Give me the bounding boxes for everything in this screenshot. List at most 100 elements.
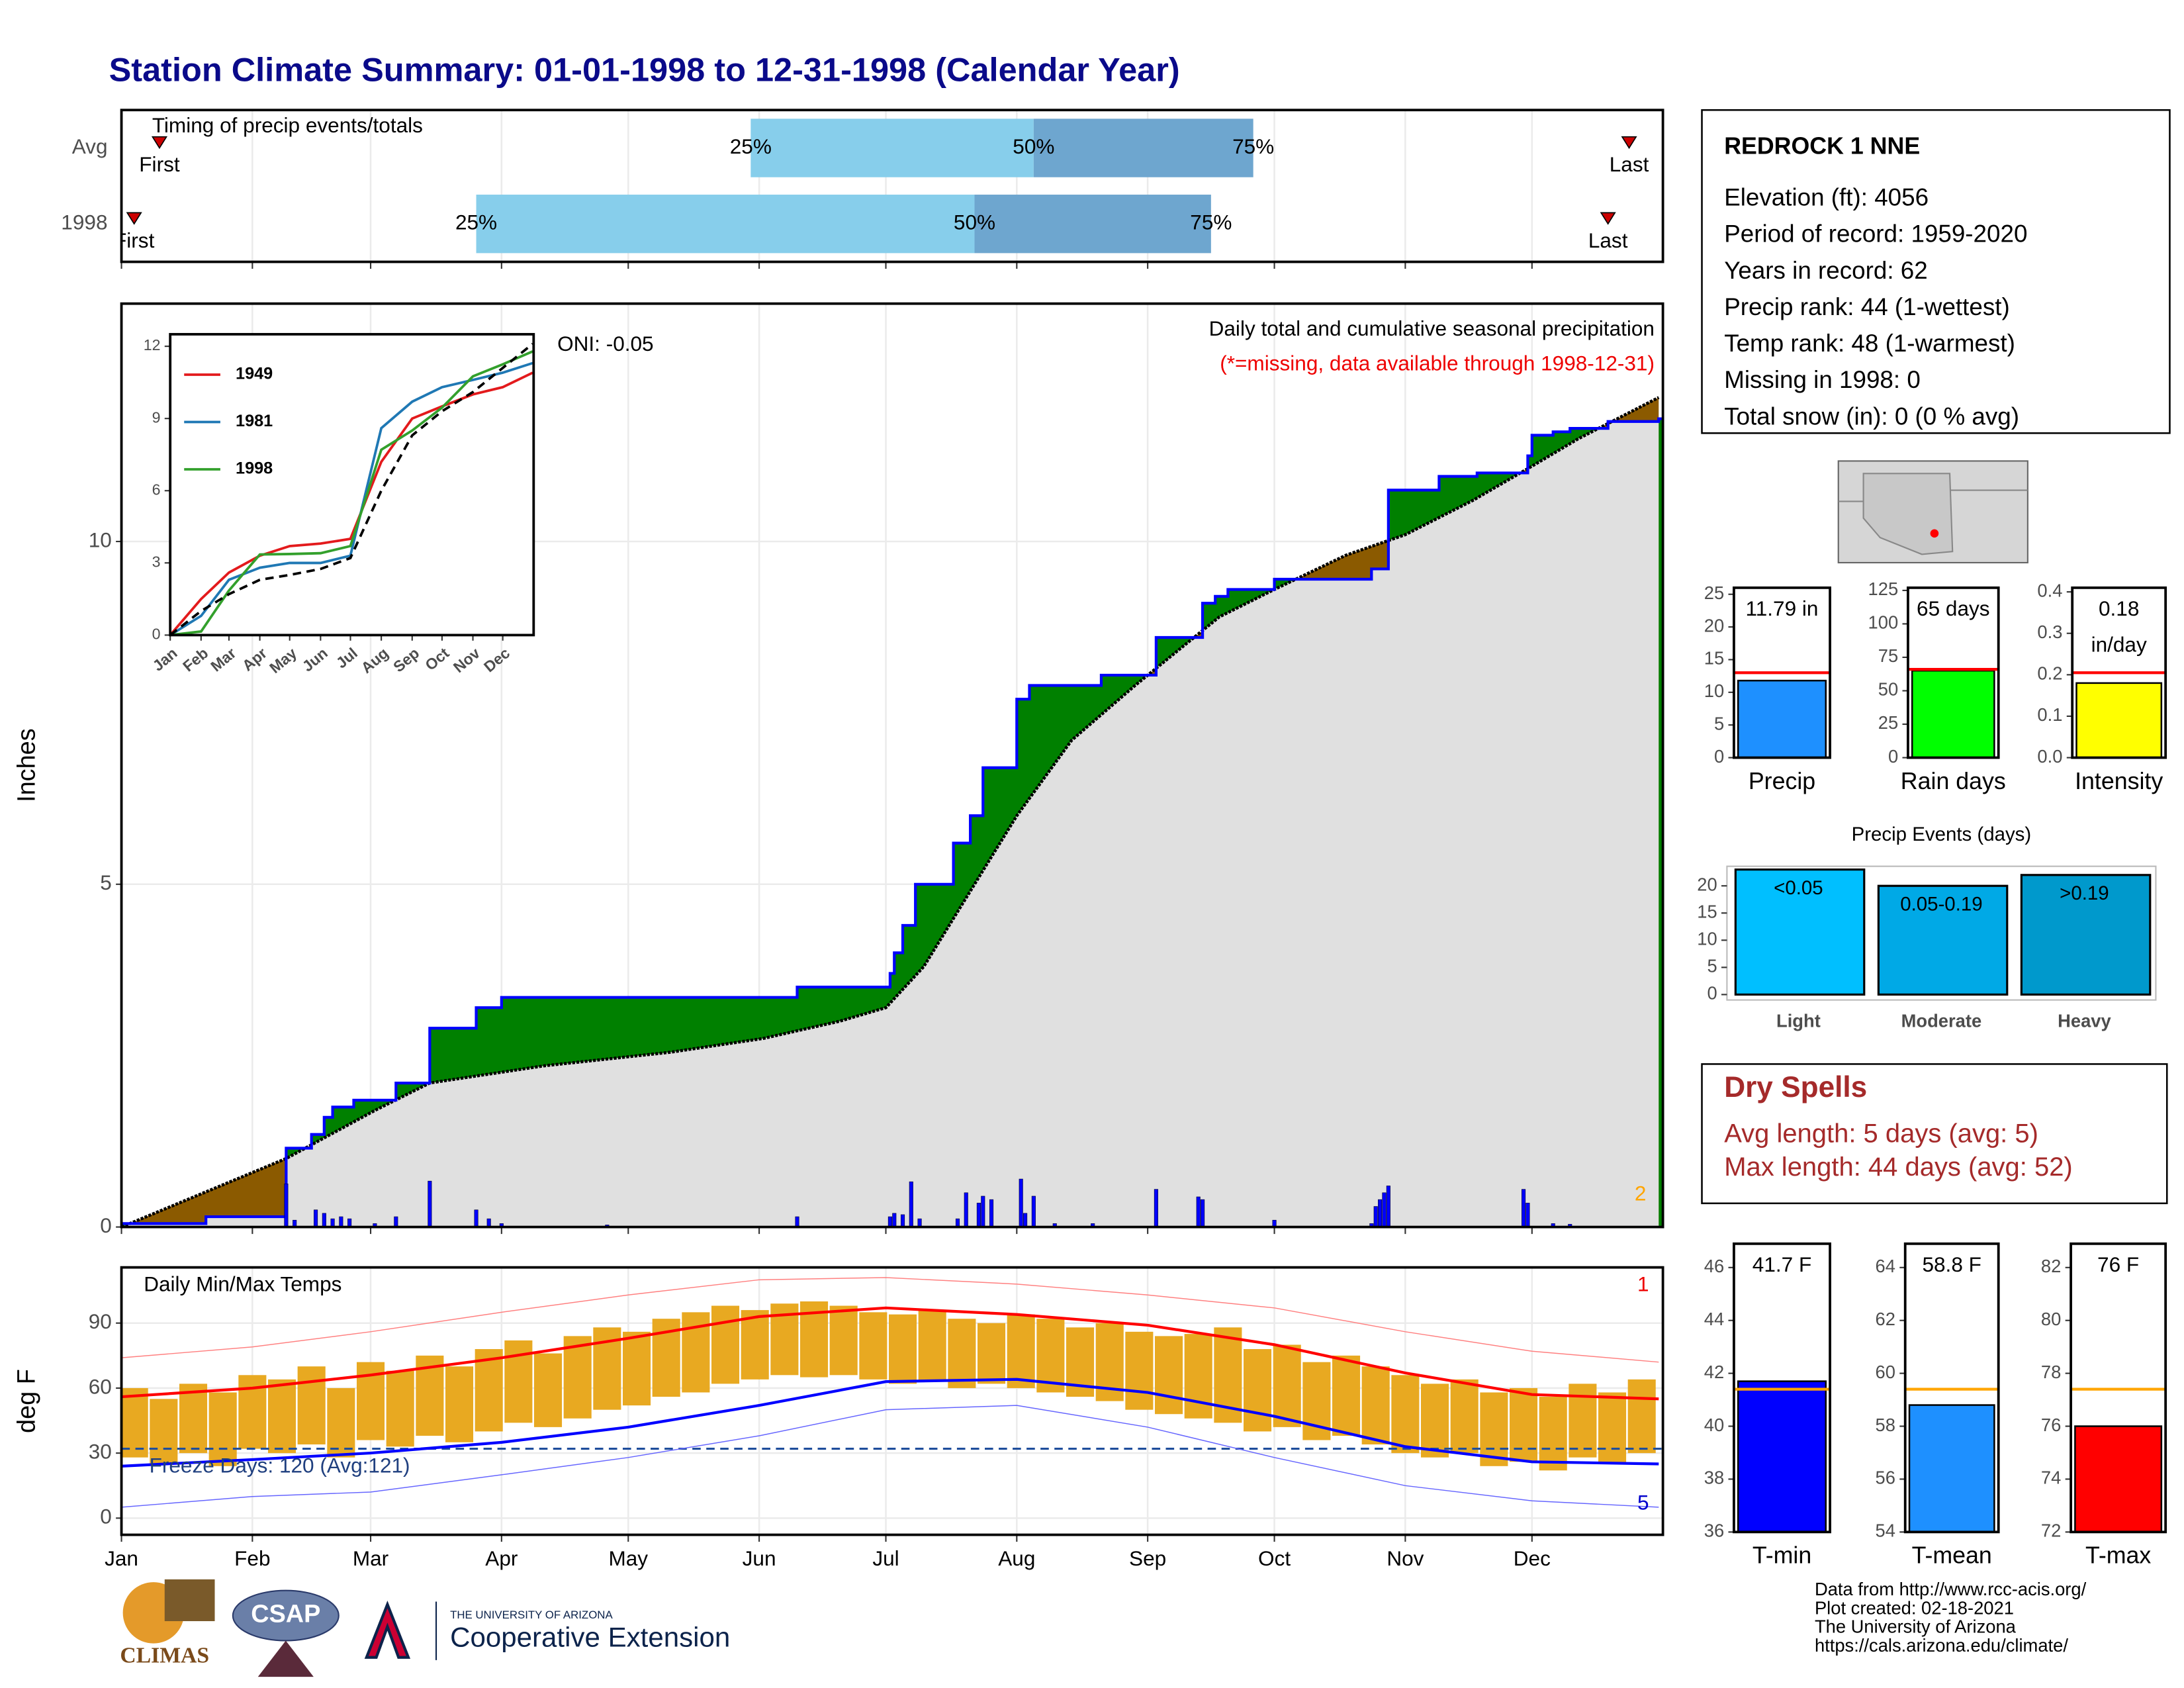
- y-tick-label: 80: [2041, 1309, 2061, 1329]
- category-label: Precip: [1749, 768, 1815, 794]
- y-tick-label: 90: [89, 1309, 112, 1333]
- y-tick-label: 54: [1876, 1521, 1895, 1541]
- quantile-label: 75%: [1190, 211, 1232, 234]
- y-tick-label: 30: [89, 1439, 112, 1463]
- plot-frame: [2071, 586, 2167, 759]
- event-marker: [1600, 212, 1616, 225]
- daily-precip-bar: [981, 1196, 985, 1227]
- y-tick-label: 20: [1697, 874, 1717, 894]
- record-low-count: 5: [1637, 1491, 1649, 1515]
- bar: [2074, 1425, 2163, 1533]
- plot-frame: [1903, 1242, 2000, 1534]
- y-tick-label: 0.4: [2037, 580, 2062, 600]
- early-bar: [476, 195, 975, 254]
- daily-range-bar: [563, 1336, 592, 1419]
- y-tick-label: 56: [1876, 1468, 1895, 1488]
- bar: [2075, 682, 2163, 759]
- y-tick-label: 9: [152, 408, 161, 426]
- event-marker: [1621, 136, 1637, 150]
- series-line: [169, 342, 534, 636]
- station-line: Period of record: 1959-2020: [1724, 220, 2027, 248]
- dry-spells-box: [1701, 1063, 2168, 1205]
- daily-range-bar: [475, 1349, 503, 1432]
- value-label: 58.8 F: [1922, 1252, 1981, 1276]
- event-label: Last: [1588, 228, 1628, 252]
- legend-label: 1981: [236, 412, 273, 430]
- y-tick-label: 0.0: [2037, 746, 2062, 767]
- panel-label: Timing of precip events/totals: [152, 113, 423, 137]
- daily-range-bar: [1361, 1366, 1390, 1445]
- daily-precip-bar: [339, 1216, 343, 1227]
- range-label: 0.05-0.19: [1900, 893, 1982, 915]
- value-unit: in/day: [2091, 633, 2147, 657]
- credit-line: https://cals.arizona.edu/climate/: [1815, 1635, 2068, 1656]
- daily-precip-bar: [887, 1216, 892, 1227]
- daily-range-bar: [1273, 1344, 1301, 1427]
- y-tick-label: 60: [1876, 1362, 1895, 1382]
- daily-range-bar: [386, 1370, 414, 1447]
- y-tick-label: 64: [1876, 1256, 1895, 1276]
- daily-range-bar: [622, 1331, 651, 1406]
- category-label: Light: [1776, 1011, 1821, 1031]
- value-label: 0.18: [2099, 596, 2139, 620]
- daily-range-bar: [1155, 1336, 1183, 1415]
- y-tick-label: 44: [1704, 1309, 1724, 1329]
- x-tick-label: Oct: [1258, 1546, 1291, 1570]
- early-bar: [751, 118, 1034, 177]
- daily-precip-bar: [284, 1184, 289, 1227]
- csap-mountain: [257, 1640, 314, 1677]
- daily-range-bar: [1627, 1379, 1656, 1454]
- value-label: 11.79 in: [1746, 596, 1819, 620]
- y-tick-label: 0.3: [2037, 622, 2062, 642]
- daily-precip-bar: [1386, 1186, 1390, 1227]
- value-label: 65 days: [1917, 596, 1990, 620]
- category-label: T-min: [1752, 1542, 1811, 1569]
- daily-precip-bar: [394, 1216, 398, 1227]
- logo-text: CLIMAS: [120, 1643, 209, 1667]
- y-tick-label: 0: [100, 1213, 112, 1237]
- x-tick-label: May: [608, 1546, 648, 1570]
- daily-precip-bar: [909, 1181, 913, 1227]
- daily-range-bar: [1125, 1331, 1154, 1410]
- y-tick-label: 42: [1704, 1362, 1724, 1382]
- quantile-label: 50%: [954, 211, 995, 234]
- row-label: 1998: [61, 211, 107, 234]
- daily-precip-bar: [1019, 1178, 1023, 1227]
- daily-precip-bar: [1154, 1189, 1158, 1227]
- daily-precip-bar: [428, 1180, 432, 1227]
- station-line: Years in record: 62: [1724, 257, 1928, 284]
- legend-label: 1998: [236, 459, 273, 478]
- record-high-count: 1: [1637, 1272, 1649, 1295]
- y-tick-label: 12: [144, 336, 161, 353]
- y-tick-label: 15: [1697, 901, 1717, 921]
- daily-range-bar: [120, 1387, 148, 1458]
- inset-bg: [170, 334, 534, 635]
- category-label: Intensity: [2075, 768, 2163, 794]
- daily-range-bar: [859, 1312, 887, 1380]
- daily-range-bar: [1539, 1397, 1567, 1471]
- bar: [1877, 884, 2009, 996]
- panel-title: Daily total and cumulative seasonal prec…: [1209, 316, 1655, 340]
- x-tick-label: Apr: [485, 1546, 518, 1570]
- y-tick-label: 25: [1704, 583, 1724, 603]
- event-marker: [126, 212, 142, 225]
- y-tick-label: 74: [2041, 1468, 2061, 1488]
- x-tick-label: Feb: [234, 1546, 270, 1570]
- freeze-annotation: Freeze Days: 120 (Avg:121): [150, 1453, 410, 1477]
- station-line: Missing in 1998: 0: [1724, 366, 1921, 393]
- y-tick-label: 6: [152, 481, 161, 498]
- y-tick-label: 0.2: [2037, 663, 2062, 684]
- y-tick-label: 25: [1878, 712, 1898, 733]
- daily-range-bar: [533, 1353, 563, 1427]
- logo-text: THE UNIVERSITY OF ARIZONA: [450, 1609, 613, 1621]
- range-label: >0.19: [2060, 882, 2109, 904]
- y-tick-label: 0: [1714, 746, 1724, 767]
- y-tick-label: 38: [1704, 1468, 1724, 1488]
- daily-range-bar: [1480, 1392, 1508, 1466]
- daily-range-bar: [1244, 1349, 1272, 1432]
- panel-title: Precip Events (days): [1852, 823, 2032, 845]
- logo-text: Cooperative Extension: [450, 1621, 730, 1652]
- daily-precip-bar: [989, 1199, 994, 1227]
- year-cumulative: [121, 417, 1663, 1225]
- bar: [1734, 868, 1866, 996]
